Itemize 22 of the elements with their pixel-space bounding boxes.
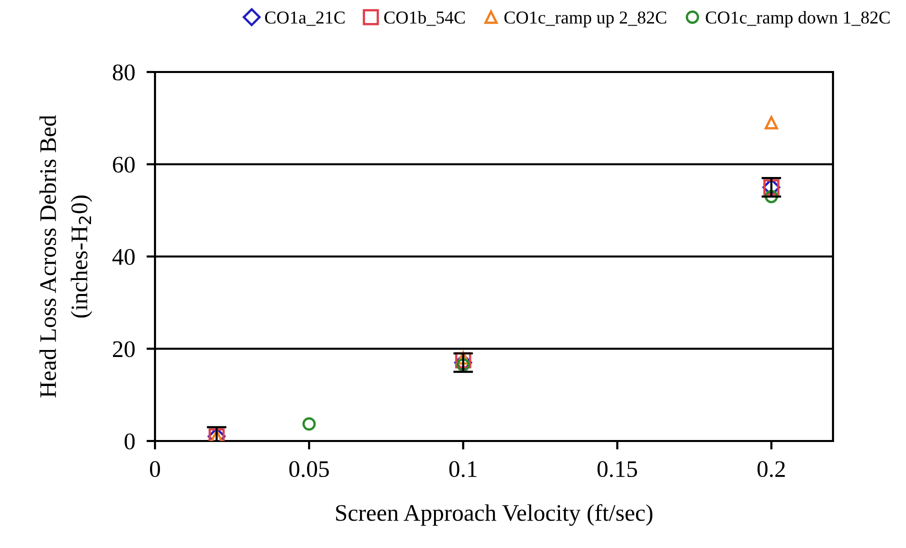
- legend-label: CO1c_ramp up 2_82C: [504, 11, 666, 28]
- x-tick-label: 0: [150, 461, 160, 478]
- x-tick-label: 0.2: [758, 461, 785, 478]
- y-tick-label: 40: [112, 248, 135, 265]
- point: [455, 352, 472, 368]
- y-axis-title: Head Loss Across Debris Bed (inches-H$_{2}$0): [39, 115, 92, 398]
- x-axis-title: Screen Approach Velocity (ft/sec): [336, 504, 652, 526]
- point: [764, 190, 778, 204]
- y-tick-label: 80: [112, 64, 135, 80]
- legend-label: CO1c_ramp down 1_82C: [706, 10, 890, 28]
- y-tick-label: 20: [112, 341, 135, 358]
- point: [456, 351, 470, 365]
- x-tick-label: 0.15: [598, 461, 638, 478]
- point: [456, 358, 470, 372]
- x-tick-label: 0.1: [449, 461, 477, 478]
- legend-label: CO1b_54C: [384, 10, 465, 26]
- point: [302, 417, 316, 431]
- x-tick-label: 0.05: [289, 461, 329, 478]
- y-tick-label: 0: [124, 433, 135, 450]
- point: [764, 116, 778, 130]
- y-tick-label: 60: [112, 156, 135, 173]
- legend-label: CO1a_21C: [265, 12, 345, 26]
